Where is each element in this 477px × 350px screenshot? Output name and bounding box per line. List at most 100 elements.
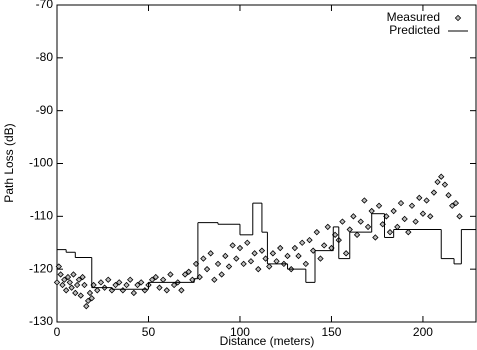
- measured-point: [342, 250, 350, 257]
- measured-point: [105, 276, 112, 283]
- measured-point: [75, 276, 83, 283]
- measured-point: [445, 192, 452, 199]
- measured-point: [427, 213, 434, 220]
- y-tick-label: -90: [36, 103, 54, 117]
- measured-point: [72, 289, 79, 297]
- measured-point: [207, 250, 214, 257]
- measured-point: [170, 281, 178, 289]
- measured-point: [269, 250, 277, 257]
- measured-point: [372, 234, 379, 241]
- measured-point: [346, 226, 353, 233]
- y-tick-label: -100: [29, 156, 53, 170]
- measured-point: [386, 229, 394, 236]
- measured-point: [218, 271, 225, 278]
- measured-point: [452, 199, 460, 207]
- y-tick-label: -70: [36, 0, 54, 11]
- measured-point: [68, 284, 75, 291]
- x-tick-label: 50: [142, 325, 156, 339]
- measured-point: [81, 281, 88, 289]
- measured-point: [203, 266, 211, 273]
- measured-point: [302, 260, 310, 268]
- measured-point: [339, 218, 346, 225]
- measured-point: [84, 297, 92, 305]
- measured-point: [449, 202, 456, 209]
- measured-point: [59, 281, 66, 289]
- measured-point: [70, 271, 77, 278]
- measured-point: [86, 289, 94, 297]
- measured-point: [441, 181, 449, 188]
- measured-point: [247, 258, 255, 265]
- measured-point: [350, 213, 357, 220]
- measured-point: [152, 273, 159, 281]
- measured-point: [375, 202, 383, 209]
- measured-point: [295, 252, 302, 260]
- measured-point: [181, 271, 189, 278]
- measured-point: [240, 260, 247, 268]
- measured-point: [73, 281, 81, 289]
- measured-point: [255, 266, 262, 273]
- measured-point: [306, 236, 313, 244]
- measured-point: [233, 255, 240, 262]
- measured-point: [397, 199, 405, 207]
- measured-point: [225, 263, 233, 270]
- measured-point: [214, 260, 222, 268]
- measured-point: [222, 252, 229, 260]
- measured-point: [390, 207, 397, 215]
- measured-point: [438, 173, 445, 180]
- measured-point: [57, 271, 64, 278]
- measured-point: [357, 218, 364, 225]
- measured-point: [412, 218, 419, 225]
- measured-point: [284, 252, 291, 260]
- x-tick-label: 150: [321, 325, 341, 339]
- measured-point: [97, 279, 105, 286]
- plot-frame: [56, 4, 477, 323]
- measured-point: [405, 229, 412, 236]
- measured-point: [423, 197, 430, 204]
- measured-point: [394, 223, 401, 231]
- measured-point: [94, 287, 101, 294]
- measured-point: [299, 239, 306, 246]
- measured-point: [229, 242, 236, 249]
- y-tick-label: -130: [29, 314, 53, 328]
- legend-label: Predicted: [389, 23, 440, 37]
- y-axis-title: Path Loss (dB): [2, 123, 16, 202]
- measured-point: [88, 295, 95, 302]
- measured-point: [119, 287, 127, 294]
- measured-point: [291, 244, 299, 252]
- legend-label: Measured: [387, 10, 440, 24]
- measured-point: [456, 213, 463, 220]
- measured-point: [266, 263, 273, 270]
- measured-point: [251, 250, 258, 257]
- measured-point: [320, 242, 328, 249]
- measured-point: [416, 194, 423, 202]
- measured-point: [77, 292, 84, 299]
- measured-point: [277, 244, 284, 252]
- y-tick-label: -120: [29, 261, 53, 275]
- measured-point: [353, 231, 361, 238]
- measured-point: [116, 279, 123, 286]
- measured-point: [324, 223, 331, 231]
- x-tick-label: 0: [54, 325, 61, 339]
- measured-point: [62, 287, 70, 294]
- x-axis-title: Distance (meters): [220, 334, 315, 348]
- measured-point: [159, 276, 167, 283]
- measured-point: [53, 279, 61, 286]
- measured-point: [236, 244, 244, 252]
- measured-point: [64, 273, 72, 281]
- measured-point: [61, 276, 68, 283]
- measured-point: [83, 302, 90, 310]
- measured-point: [313, 229, 320, 236]
- x-tick-label: 100: [230, 325, 250, 339]
- measured-point: [66, 279, 73, 286]
- measured-point: [434, 178, 441, 186]
- measured-point: [244, 239, 251, 246]
- x-tick-label: 200: [413, 325, 433, 339]
- measured-point: [361, 197, 368, 204]
- measured-point: [55, 263, 62, 270]
- y-tick-label: -110: [30, 209, 53, 223]
- measured-point: [401, 215, 408, 223]
- measured-point: [163, 287, 170, 294]
- measured-point: [419, 210, 427, 217]
- y-tick-label: -80: [36, 50, 54, 64]
